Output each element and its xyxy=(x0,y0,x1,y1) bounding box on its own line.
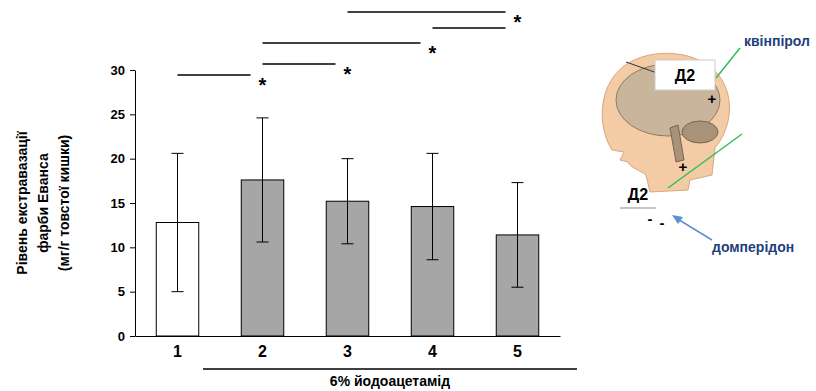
comparison-line xyxy=(178,74,251,76)
y-tick: 15 xyxy=(111,196,135,211)
y-tick-mark xyxy=(130,203,135,204)
error-bar xyxy=(512,183,524,288)
y-tick: 20 xyxy=(111,151,135,166)
sign: + xyxy=(679,158,688,175)
comparisons: * * * * xyxy=(178,11,522,96)
comparison-label: * xyxy=(514,11,522,33)
agonist-line xyxy=(668,134,742,188)
y-tick-mark xyxy=(130,292,135,293)
error-bar-stem xyxy=(432,153,433,259)
agonist-label: квінпірол xyxy=(744,33,810,49)
y-tick: 10 xyxy=(111,240,135,255)
y-tick-mark xyxy=(130,159,135,160)
error-bar-cap xyxy=(427,153,439,154)
comparison-label: * xyxy=(429,42,437,64)
error-bar-stem xyxy=(347,159,348,244)
comparison-label: * xyxy=(259,74,267,96)
head xyxy=(602,53,729,192)
error-bar-cap xyxy=(342,158,354,159)
diagram: Д2 Д2 квінпірол домперідон + + -- xyxy=(602,33,810,255)
sign: + xyxy=(708,90,717,107)
error-bar-stem xyxy=(517,183,518,288)
y-tick-label: 25 xyxy=(111,107,125,122)
receptor-label: Д2 xyxy=(675,67,695,84)
plot-area xyxy=(156,118,539,336)
x-axis-line xyxy=(136,336,561,337)
y-axis: 0 5 10 15 20 25 30 xyxy=(111,63,136,344)
y-tick-label: 0 xyxy=(118,329,125,344)
error-bar-cap xyxy=(257,117,269,118)
comparison-line xyxy=(263,63,336,65)
error-bar-cap xyxy=(512,287,524,288)
y-tick-label: 10 xyxy=(111,240,125,255)
x-tick: 4 xyxy=(428,336,437,360)
y-tick-label: 20 xyxy=(111,151,125,166)
agonist-line xyxy=(716,48,740,78)
error-bar-cap xyxy=(342,243,354,244)
y-tick: 5 xyxy=(118,284,135,299)
x-axis: 1 2 3 4 5 xyxy=(136,336,561,360)
x-tick-label: 5 xyxy=(513,343,522,360)
receptor-underline xyxy=(620,208,656,209)
x-tick-label: 1 xyxy=(173,343,182,360)
y-tick-label: 15 xyxy=(111,196,125,211)
sign: - xyxy=(660,214,665,231)
antagonist-arrow xyxy=(676,218,712,240)
y-axis-title-line: Рівень екстравазації xyxy=(14,130,30,274)
brainstem xyxy=(670,125,684,162)
comparison-line xyxy=(263,42,421,44)
error-bar xyxy=(427,153,439,259)
y-axis-title: Рівень екстравазації фарби Еванса (мг/г то… xyxy=(14,130,72,274)
error-bar-cap xyxy=(172,291,184,292)
cerebellum xyxy=(682,121,718,143)
error-bar-cap xyxy=(427,259,439,260)
group-label: 6% йодоацетамід xyxy=(203,369,577,389)
x-tick: 5 xyxy=(513,336,522,360)
y-axis-line xyxy=(135,71,136,337)
receptor-label: Д2 xyxy=(628,186,648,203)
group-label-text: 6% йодоацетамід xyxy=(330,373,450,389)
y-tick-label: 5 xyxy=(118,284,125,299)
error-bar-cap xyxy=(257,242,269,243)
y-tick: 25 xyxy=(111,107,135,122)
error-bar xyxy=(257,118,269,242)
x-tick: 1 xyxy=(173,336,182,360)
antagonist-arrowhead xyxy=(672,215,683,224)
x-tick: 2 xyxy=(258,336,267,360)
y-axis-title-line: фарби Еванса xyxy=(35,153,51,253)
comparison-line xyxy=(433,27,506,29)
error-bar-stem xyxy=(262,118,263,242)
y-tick-mark xyxy=(130,70,135,71)
y-tick: 0 xyxy=(118,329,135,344)
y-tick-mark xyxy=(130,336,135,337)
antagonist-label: домперідон xyxy=(712,239,794,255)
y-tick-mark xyxy=(130,114,135,115)
error-bar xyxy=(172,153,184,291)
receptor-box xyxy=(655,60,715,90)
error-bar-stem xyxy=(177,153,178,291)
error-bar-cap xyxy=(512,182,524,183)
x-tick-label: 3 xyxy=(343,343,352,360)
y-tick-label: 30 xyxy=(111,63,125,78)
x-tick-label: 4 xyxy=(428,343,437,360)
y-tick: 30 xyxy=(111,63,135,78)
x-tick: 3 xyxy=(343,336,352,360)
error-bar xyxy=(342,159,354,244)
x-tick-label: 2 xyxy=(258,343,267,360)
comparison-label: * xyxy=(344,63,352,85)
y-tick-mark xyxy=(130,247,135,248)
group-line xyxy=(203,368,577,370)
chart: 0 5 10 15 20 25 30 1 2 3 4 5 Рівень екстравазації фар… xyxy=(0,0,816,391)
error-bar-cap xyxy=(172,153,184,154)
sign: - xyxy=(648,210,653,227)
comparison-line xyxy=(348,11,506,13)
y-axis-title-line: (мг/г товстої кишки) xyxy=(56,135,72,271)
